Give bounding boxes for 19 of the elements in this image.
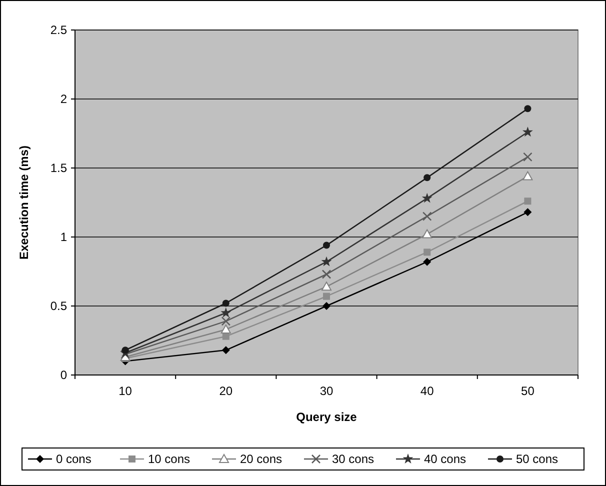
legend-label: 10 cons [148, 452, 190, 466]
legend-label: 0 cons [56, 452, 92, 466]
x-tick-label: 20 [219, 384, 233, 398]
legend-label: 50 cons [516, 452, 558, 466]
y-tick-label: 0 [60, 368, 68, 382]
legend-label: 20 cons [240, 452, 282, 466]
x-tick-label: 50 [521, 384, 535, 398]
y-tick-label: 2 [60, 92, 68, 106]
y-tick-label: 0.5 [50, 299, 68, 314]
y-tick-label: 1.5 [50, 161, 68, 176]
x-tick-label: 40 [420, 384, 434, 398]
legend-label: 30 cons [332, 452, 374, 466]
x-tick-label: 30 [320, 384, 334, 398]
x-axis-title: Query size [296, 410, 358, 424]
legend-label: 40 cons [424, 452, 466, 466]
y-tick-label: 1 [60, 230, 68, 244]
y-tick-label: 2.5 [50, 23, 68, 38]
x-tick-label: 10 [118, 384, 132, 398]
y-axis-title: Execution time (ms) [17, 145, 31, 260]
